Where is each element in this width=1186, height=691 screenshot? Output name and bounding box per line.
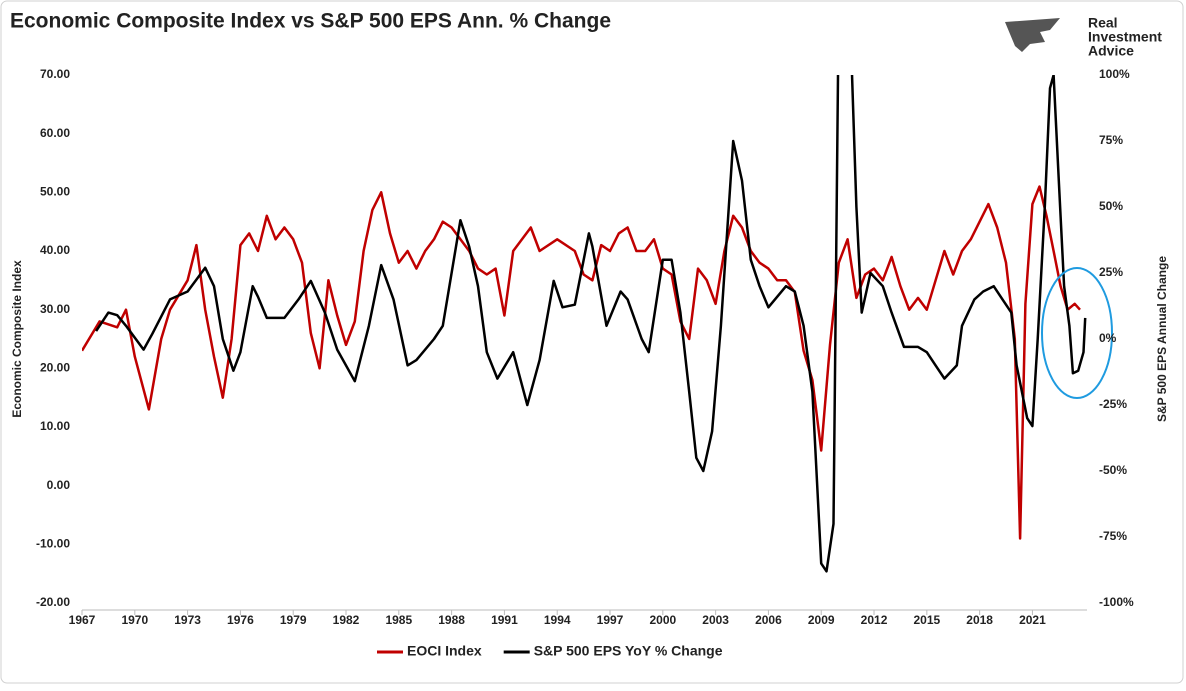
x-tick-label: 1997 [597,613,624,627]
x-tick-label: 2009 [808,613,835,627]
x-tick-label: 1994 [544,613,571,627]
x-tick-label: 2003 [702,613,729,627]
legend-label: EOCI Index [407,643,482,659]
y2-tick-label: -100% [1099,595,1134,609]
x-tick-label: 1967 [69,613,96,627]
y2-tick-label: 50% [1099,199,1123,213]
logo-icon [1005,18,1060,52]
y-tick-label: 30.00 [40,302,70,316]
logo-text: Investment [1088,29,1162,45]
x-tick-label: 1976 [227,613,254,627]
x-tick-label: 2015 [913,613,940,627]
x-tick-label: 1988 [438,613,465,627]
x-tick-label: 2006 [755,613,782,627]
x-tick-label: 1991 [491,613,518,627]
y-tick-label: -10.00 [36,537,70,551]
x-tick-label: 1982 [333,613,360,627]
x-tick-label: 1979 [280,613,307,627]
y-tick-label: 20.00 [40,361,70,375]
y-axis-title: Economic Composite Index [10,260,24,418]
x-tick-label: 1970 [121,613,148,627]
logo-text: Advice [1088,43,1134,59]
y2-tick-label: -50% [1099,463,1127,477]
y-tick-label: 40.00 [40,243,70,257]
y2-tick-label: -25% [1099,397,1127,411]
series-line [82,185,1081,540]
y-tick-label: 0.00 [47,478,71,492]
y-tick-label: 60.00 [40,126,70,140]
y2-tick-label: 75% [1099,133,1123,147]
x-tick-label: 2012 [861,613,888,627]
x-tick-label: 2018 [966,613,993,627]
y2-tick-label: 0% [1099,331,1117,345]
y-tick-label: 70.00 [40,67,70,81]
y2-tick-label: 25% [1099,265,1123,279]
series-line [95,75,1087,573]
x-tick-label: 2000 [649,613,676,627]
logo-text: Real [1088,15,1118,31]
chart-title: Economic Composite Index vs S&P 500 EPS … [10,10,611,33]
x-tick-label: 1973 [174,613,201,627]
x-tick-label: 2021 [1019,613,1046,627]
y-tick-label: 50.00 [40,185,70,199]
y2-tick-label: 100% [1099,67,1130,81]
y-tick-label: 10.00 [40,419,70,433]
x-tick-label: 1985 [385,613,412,627]
highlight-circle [1041,267,1113,399]
y2-axis-title: S&P 500 EPS Annual Change [1155,256,1169,422]
y-tick-label: -20.00 [36,595,70,609]
y2-tick-label: -75% [1099,529,1127,543]
legend-label: S&P 500 EPS YoY % Change [534,643,723,659]
